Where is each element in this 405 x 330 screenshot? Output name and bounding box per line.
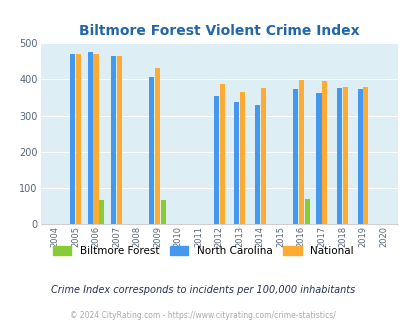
- Bar: [70, 54, 75, 224]
- Bar: [304, 199, 309, 224]
- Bar: [260, 88, 265, 224]
- Bar: [93, 54, 98, 224]
- Legend: Biltmore Forest, North Carolina, National: Biltmore Forest, North Carolina, Nationa…: [48, 242, 357, 260]
- Bar: [117, 55, 122, 224]
- Bar: [149, 77, 154, 224]
- Bar: [362, 87, 367, 224]
- Bar: [357, 89, 362, 224]
- Text: © 2024 CityRating.com - https://www.cityrating.com/crime-statistics/: © 2024 CityRating.com - https://www.city…: [70, 311, 335, 320]
- Bar: [160, 200, 166, 224]
- Bar: [336, 88, 341, 224]
- Bar: [99, 200, 104, 224]
- Title: Biltmore Forest Violent Crime Index: Biltmore Forest Violent Crime Index: [79, 23, 359, 38]
- Bar: [219, 84, 224, 224]
- Bar: [292, 89, 298, 224]
- Bar: [342, 87, 347, 224]
- Bar: [87, 52, 93, 224]
- Bar: [322, 82, 326, 224]
- Bar: [111, 55, 116, 224]
- Bar: [213, 96, 218, 224]
- Bar: [155, 68, 160, 224]
- Bar: [76, 54, 81, 224]
- Bar: [239, 91, 245, 224]
- Bar: [254, 105, 259, 224]
- Text: Crime Index corresponds to incidents per 100,000 inhabitants: Crime Index corresponds to incidents per…: [51, 285, 354, 295]
- Bar: [298, 80, 303, 224]
- Bar: [234, 102, 239, 224]
- Bar: [315, 93, 321, 224]
